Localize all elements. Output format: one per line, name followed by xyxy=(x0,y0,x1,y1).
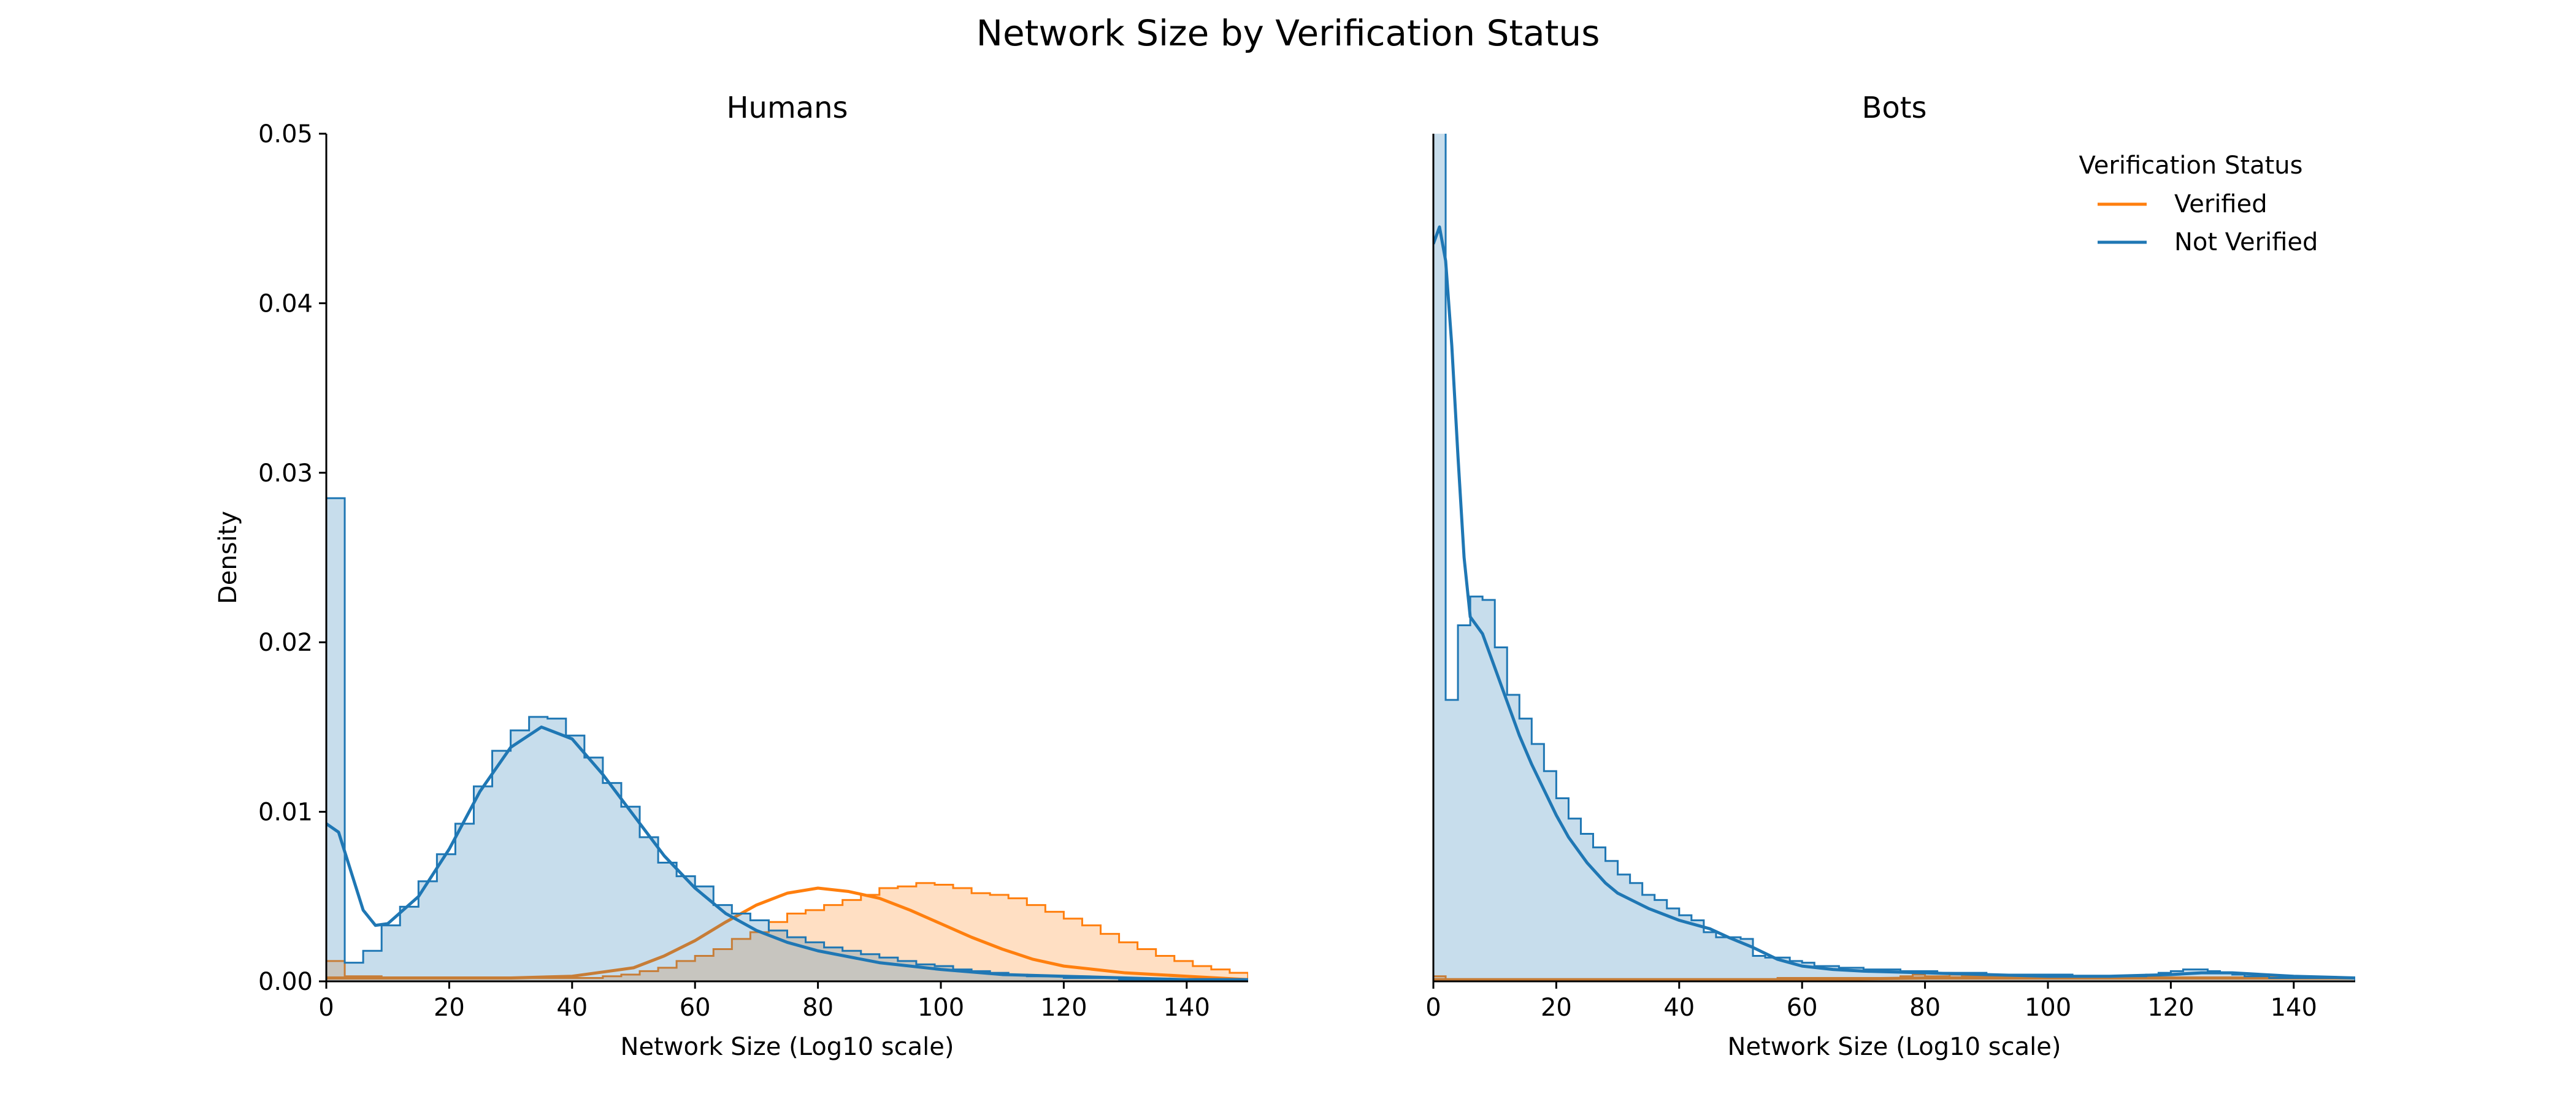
panel-humans: 0 20 40 60 80 100 120 140 0.00 0.01 0.02 0.03 0.04 0.… xyxy=(214,91,1248,1061)
kde-line-not-verified xyxy=(326,725,1248,981)
hist-area-not-verified xyxy=(326,498,1248,981)
x-tick-label-bots: 40 xyxy=(1663,994,1695,1022)
panel-title-bots: Bots xyxy=(1861,91,1926,125)
x-tick-label-humans: 100 xyxy=(918,994,964,1022)
x-tick-label-bots: 0 xyxy=(1425,994,1441,1022)
panel-bots: 0 20 40 60 80 100 120 140 Bots Network Size (Log1… xyxy=(1425,91,2355,1061)
figure-title: Network Size by Verification Status xyxy=(976,12,1600,54)
legend: Verification Status Verified Not Verifie… xyxy=(2079,151,2318,256)
legend-label-verified: Verified xyxy=(2174,190,2267,218)
x-axis-label-humans: Network Size (Log10 scale) xyxy=(621,1033,954,1061)
kde-line-verified xyxy=(1433,976,2355,981)
x-tick-label-humans: 140 xyxy=(1163,994,1210,1022)
y-tick-label-humans: 0.02 xyxy=(258,629,313,657)
x-tick-label-bots: 60 xyxy=(1787,994,1818,1022)
x-tick-label-bots: 20 xyxy=(1541,994,1572,1022)
x-tick-label-bots: 120 xyxy=(2147,994,2194,1022)
x-tick-label-humans: 40 xyxy=(556,994,588,1022)
x-tick-label-humans: 120 xyxy=(1040,994,1087,1022)
x-tick-label-humans: 60 xyxy=(680,994,711,1022)
x-tick-label-bots: 100 xyxy=(2025,994,2071,1022)
legend-title: Verification Status xyxy=(2079,151,2303,180)
y-tick-label-humans: 0.04 xyxy=(258,289,313,318)
panel-title-humans: Humans xyxy=(726,91,848,125)
y-tick-label-humans: 0.05 xyxy=(258,120,313,148)
y-tick-label-humans: 0.00 xyxy=(258,968,313,996)
hist-area-not-verified xyxy=(1433,134,2355,981)
y-tick-label-humans: 0.03 xyxy=(258,459,313,488)
x-tick-label-humans: 80 xyxy=(802,994,834,1022)
x-axis-label-bots: Network Size (Log10 scale) xyxy=(1728,1033,2061,1061)
plot-area-humans xyxy=(326,497,1248,981)
plot-area-bots xyxy=(1433,134,2355,981)
y-tick-label-humans: 0.01 xyxy=(258,799,313,827)
hist-steps-not-verified xyxy=(1433,134,2355,981)
x-tick-label-humans: 20 xyxy=(434,994,465,1022)
legend-label-not-verified: Not Verified xyxy=(2174,228,2318,256)
x-tick-label-bots: 140 xyxy=(2271,994,2317,1022)
kde-line-not-verified xyxy=(1433,225,2355,979)
x-tick-label-bots: 80 xyxy=(1909,994,1941,1022)
y-axis-label-humans: Density xyxy=(214,511,242,604)
panels: 0 20 40 60 80 100 120 140 0.00 0.01 0.02 0.03 0.04 0.… xyxy=(214,91,2355,1061)
x-tick-label-humans: 0 xyxy=(318,994,334,1022)
kde-line-verified xyxy=(326,886,1248,981)
